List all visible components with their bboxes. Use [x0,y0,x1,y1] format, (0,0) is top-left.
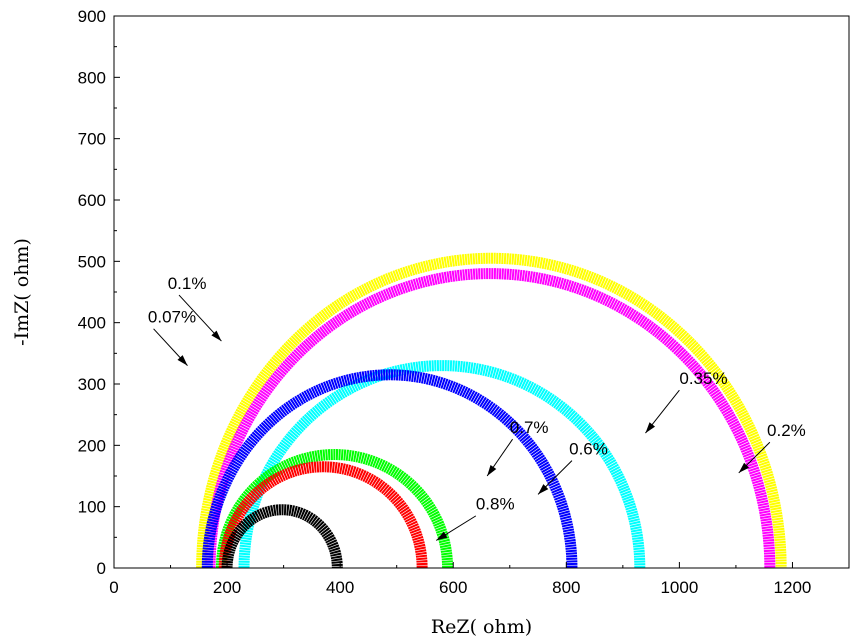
annotations-layer: 0.07% 0.1% 0.35% 0.2% 0.7% 0.6% 0.8% [148,274,806,541]
y-tick-label: 400 [78,314,106,333]
x-axis-label: ReZ( ohm) [431,616,532,638]
y-axis-label: -ImZ( ohm) [11,238,33,346]
annotation-arrowhead [211,330,222,342]
y-tick-label: 900 [78,7,106,26]
series-0-1pct-curve [204,268,776,569]
series-0-6pct-curve [215,449,454,569]
series-0-8pct-curve [221,504,343,569]
curves-layer [196,252,787,569]
y-tick-label: 0 [97,559,106,578]
x-tick-label: 200 [213,578,241,597]
annotation-label: 0.1% [168,274,207,293]
series-0-7pct-curve [218,461,428,569]
annotation-label: 0.6% [569,440,608,459]
y-axis-ticks: 0 100 200 300 400 500 600 700 800 900 [78,7,120,578]
x-tick-label: 0 [109,578,118,597]
annotation-arrowhead [436,531,448,541]
y-tick-label: 100 [78,498,106,517]
annotation-arrowhead [738,462,750,473]
x-tick-label: 400 [326,578,354,597]
series-0-07pct-curve [196,252,787,569]
annotation-label: 0.7% [510,418,549,437]
y-tick-label: 200 [78,436,106,455]
annotation-arrowhead [487,464,497,476]
x-tick-label: 1000 [660,578,698,597]
x-tick-label: 1200 [774,578,812,597]
y-tick-label: 500 [78,252,106,271]
y-tick-label: 800 [78,68,106,87]
y-tick-label: 300 [78,375,106,394]
y-tick-label: 700 [78,130,106,149]
x-tick-label: 800 [552,578,580,597]
annotation-label: 0.35% [679,369,727,388]
annotation-arrowhead [177,355,188,366]
annotation-label: 0.2% [767,421,806,440]
x-axis-ticks: 0 200 400 600 800 1000 1200 [109,562,811,597]
series-0-2pct-curve [238,360,646,569]
annotation-arrowhead [538,484,549,495]
series-0-35pct-curve [201,369,578,569]
annotation-label: 0.8% [476,495,515,514]
annotation-label: 0.07% [148,308,196,327]
x-tick-label: 600 [439,578,467,597]
annotation-arrowhead [645,422,656,434]
y-tick-label: 600 [78,191,106,210]
